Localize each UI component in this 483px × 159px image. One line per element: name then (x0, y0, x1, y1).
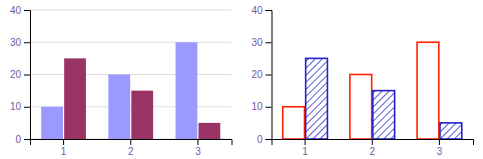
y-axis-line (24, 11, 31, 140)
y-tick-mark (266, 75, 272, 76)
x-axis-line (31, 140, 233, 146)
y-tick-label: 10 (251, 101, 263, 112)
bar (41, 107, 63, 139)
bar (131, 91, 153, 139)
x-axis: 1 2 3 (31, 139, 233, 157)
chart-canvas: 010203040123010203040123 (0, 0, 483, 159)
bar (64, 58, 86, 139)
x-tick-mark (63, 139, 64, 145)
bar (440, 123, 462, 139)
y-tick: 30 (10, 37, 30, 48)
x-tick-label: 1 (61, 146, 67, 157)
y-tick: 0 (15, 134, 30, 145)
x-tick-mark (372, 139, 373, 145)
y-axis-line (266, 11, 273, 140)
y-tick: 20 (10, 69, 30, 80)
y-tick-label: 30 (251, 37, 263, 48)
y-tick-label: 40 (251, 5, 263, 16)
y-tick-mark (24, 10, 30, 11)
x-tick-mark (439, 139, 440, 145)
x-tick-label: 2 (369, 146, 375, 157)
grid-line (30, 42, 232, 43)
x-axis: 1 2 3 (272, 139, 474, 157)
y-tick-label: 40 (10, 5, 22, 16)
y-axis: 0 10 20 30 40 (10, 5, 31, 145)
x-axis-line (272, 140, 474, 146)
bar (198, 123, 220, 139)
bar (373, 91, 395, 139)
chart-panel: 0 10 20 30 40 1 2 3 (10, 5, 232, 157)
bar-series (283, 42, 439, 139)
y-tick-mark (24, 42, 30, 43)
y-tick: 10 (10, 101, 30, 112)
x-tick: 1 (61, 139, 67, 157)
y-tick-mark (266, 10, 272, 11)
y-tick-label: 10 (10, 101, 22, 112)
y-tick-mark (24, 139, 30, 140)
chart-panel: 0 10 20 30 40 1 2 3 (251, 5, 473, 157)
bars (283, 42, 462, 139)
x-tick: 3 (437, 139, 443, 157)
y-tick-mark (266, 42, 272, 43)
bar (306, 58, 328, 139)
bar-series (306, 58, 462, 139)
bar (283, 107, 305, 139)
grid (30, 10, 232, 139)
bar-series (64, 58, 220, 139)
bars (41, 42, 220, 139)
bar-series (41, 42, 197, 139)
y-tick-mark (24, 75, 30, 76)
grid-line (30, 74, 232, 75)
x-tick: 2 (369, 139, 375, 157)
y-tick: 0 (257, 134, 272, 145)
x-tick-label: 3 (195, 146, 201, 157)
bar (350, 75, 372, 140)
y-tick-label: 30 (10, 37, 22, 48)
bar (176, 42, 198, 139)
y-tick-mark (24, 107, 30, 108)
x-tick-mark (130, 139, 131, 145)
y-tick-label: 20 (10, 69, 22, 80)
y-axis: 0 10 20 30 40 (251, 5, 272, 145)
y-tick-label: 20 (251, 69, 263, 80)
y-tick-label: 0 (15, 134, 21, 145)
y-tick: 30 (251, 37, 271, 48)
x-tick-mark (305, 139, 306, 145)
x-tick: 2 (128, 139, 134, 157)
x-tick-label: 3 (437, 146, 443, 157)
bar (108, 75, 130, 140)
y-tick: 20 (251, 69, 271, 80)
x-tick-mark (197, 139, 198, 145)
y-tick: 40 (10, 5, 30, 16)
x-tick-label: 2 (128, 146, 134, 157)
grid-line (30, 10, 232, 11)
x-tick-label: 1 (302, 146, 308, 157)
y-tick-mark (266, 107, 272, 108)
bar (417, 42, 439, 139)
y-tick: 40 (251, 5, 271, 16)
y-tick-label: 0 (257, 134, 263, 145)
x-tick: 1 (302, 139, 308, 157)
y-tick-mark (266, 139, 272, 140)
y-tick: 10 (251, 101, 271, 112)
x-tick: 3 (195, 139, 201, 157)
